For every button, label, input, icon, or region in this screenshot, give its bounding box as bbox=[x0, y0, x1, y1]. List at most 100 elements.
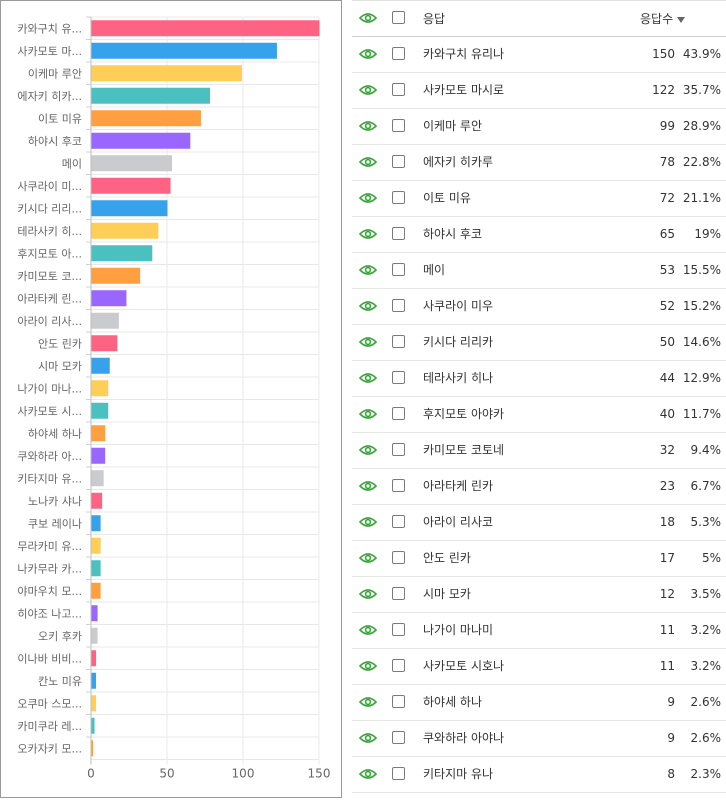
eye-icon[interactable] bbox=[359, 336, 377, 348]
bar bbox=[91, 447, 106, 464]
eye-icon[interactable] bbox=[359, 516, 377, 528]
table-row: 카와구치 유리나 150 43.9% bbox=[352, 37, 726, 73]
row-answer: 하야시 후코 bbox=[423, 227, 483, 241]
eye-icon[interactable] bbox=[359, 480, 377, 492]
table-row: 하야세 하나 9 2.6% bbox=[352, 685, 726, 721]
y-category-label: 노나카 샤나 bbox=[28, 495, 82, 508]
row-count: 11 bbox=[659, 659, 675, 673]
eye-icon[interactable] bbox=[359, 156, 377, 168]
row-percent: 5.3% bbox=[690, 515, 722, 529]
eye-icon[interactable] bbox=[359, 408, 377, 420]
row-answer: 후지모토 아야카 bbox=[423, 407, 505, 421]
eye-icon[interactable] bbox=[359, 768, 377, 780]
row-checkbox[interactable] bbox=[392, 227, 405, 240]
bar bbox=[91, 20, 320, 37]
y-category-label: 히야조 나고... bbox=[17, 606, 82, 620]
row-count: 8 bbox=[667, 767, 675, 781]
row-answer: 사카모토 마시로 bbox=[423, 83, 505, 97]
bar bbox=[91, 65, 242, 82]
eye-icon[interactable] bbox=[359, 444, 377, 456]
bar-chart-panel: 0 50 100 150 카와구치 유... 사카모토 마... 이케마 루안 에자키 히카.… bbox=[0, 0, 342, 798]
row-percent: 5% bbox=[701, 551, 721, 565]
row-checkbox[interactable] bbox=[392, 515, 405, 528]
eye-icon[interactable] bbox=[359, 588, 377, 600]
y-category-label: 하야시 후코 bbox=[28, 134, 82, 148]
row-count: 9 bbox=[667, 731, 675, 745]
eye-icon[interactable] bbox=[359, 696, 377, 708]
table-row: 하야시 후코 65 19% bbox=[352, 217, 726, 253]
y-category-label: 에자키 히카... bbox=[17, 89, 82, 103]
bar bbox=[91, 132, 191, 149]
row-checkbox[interactable] bbox=[392, 407, 405, 420]
row-checkbox[interactable] bbox=[392, 335, 405, 348]
row-count: 17 bbox=[659, 551, 675, 565]
row-checkbox[interactable] bbox=[392, 47, 405, 60]
y-category-label: 사카모토 시... bbox=[17, 405, 82, 418]
eye-icon[interactable] bbox=[359, 192, 377, 204]
row-checkbox[interactable] bbox=[392, 263, 405, 276]
row-checkbox[interactable] bbox=[392, 695, 405, 708]
row-percent: 21.1% bbox=[682, 191, 721, 205]
row-checkbox[interactable] bbox=[392, 623, 405, 636]
row-checkbox[interactable] bbox=[392, 479, 405, 492]
bar bbox=[91, 740, 94, 757]
y-category-label: 오키 후카 bbox=[38, 630, 82, 643]
eye-icon[interactable] bbox=[359, 732, 377, 744]
header-answer[interactable]: 응답 bbox=[423, 12, 446, 26]
select-all-checkbox[interactable] bbox=[392, 11, 405, 24]
row-answer: 나가이 마나미 bbox=[423, 623, 494, 637]
table-row: 시마 모카 12 3.5% bbox=[352, 577, 726, 613]
row-percent: 15.5% bbox=[682, 263, 721, 277]
table-header: 응답 응답수 bbox=[352, 0, 726, 37]
row-answer: 안도 린카 bbox=[423, 551, 471, 565]
row-checkbox[interactable] bbox=[392, 191, 405, 204]
eye-icon[interactable] bbox=[359, 48, 377, 60]
row-checkbox[interactable] bbox=[392, 767, 405, 780]
row-count: 150 bbox=[652, 47, 675, 61]
row-checkbox[interactable] bbox=[392, 551, 405, 564]
eye-icon[interactable] bbox=[359, 84, 377, 96]
y-category-label: 안도 린카 bbox=[38, 337, 82, 350]
y-category-label: 아라타케 린... bbox=[17, 292, 82, 305]
y-category-label: 이나바 비비... bbox=[17, 652, 82, 665]
row-checkbox[interactable] bbox=[392, 299, 405, 312]
y-category-label: 이토 미유 bbox=[38, 112, 82, 125]
row-checkbox[interactable] bbox=[392, 731, 405, 744]
row-percent: 35.7% bbox=[682, 83, 721, 97]
y-category-label: 쿠보 레이나 bbox=[28, 517, 82, 530]
row-count: 78 bbox=[659, 155, 675, 169]
row-checkbox[interactable] bbox=[392, 155, 405, 168]
eye-icon[interactable] bbox=[359, 300, 377, 312]
row-checkbox[interactable] bbox=[392, 659, 405, 672]
eye-icon[interactable] bbox=[359, 12, 377, 24]
row-checkbox[interactable] bbox=[392, 83, 405, 96]
table-row: 에자키 히카루 78 22.8% bbox=[352, 145, 726, 181]
row-checkbox[interactable] bbox=[392, 119, 405, 132]
y-category-label: 카미쿠라 레... bbox=[17, 720, 82, 733]
eye-icon[interactable] bbox=[359, 120, 377, 132]
row-count: 44 bbox=[659, 371, 675, 385]
bar bbox=[91, 200, 168, 217]
table-row: 나가이 마나미 11 3.2% bbox=[352, 613, 726, 649]
eye-icon[interactable] bbox=[359, 660, 377, 672]
row-checkbox[interactable] bbox=[392, 587, 405, 600]
x-tick-label: 100 bbox=[232, 767, 255, 781]
table-row: 사카모토 마시로 122 35.7% bbox=[352, 73, 726, 109]
row-answer: 테라사키 히나 bbox=[423, 371, 494, 385]
row-answer: 에자키 히카루 bbox=[423, 155, 494, 169]
eye-icon[interactable] bbox=[359, 228, 377, 240]
row-answer: 시마 모카 bbox=[423, 587, 471, 601]
row-answer: 이케마 루안 bbox=[423, 119, 483, 133]
row-percent: 22.8% bbox=[682, 155, 721, 169]
eye-icon[interactable] bbox=[359, 372, 377, 384]
eye-icon[interactable] bbox=[359, 552, 377, 564]
table-row: 키시다 리리카 50 14.6% bbox=[352, 325, 726, 361]
eye-icon[interactable] bbox=[359, 624, 377, 636]
bar bbox=[91, 380, 109, 397]
row-checkbox[interactable] bbox=[392, 371, 405, 384]
table-row: 이케마 루안 99 28.9% bbox=[352, 109, 726, 145]
row-checkbox[interactable] bbox=[392, 443, 405, 456]
header-count-sort[interactable]: 응답수 bbox=[640, 1, 686, 37]
eye-icon[interactable] bbox=[359, 264, 377, 276]
